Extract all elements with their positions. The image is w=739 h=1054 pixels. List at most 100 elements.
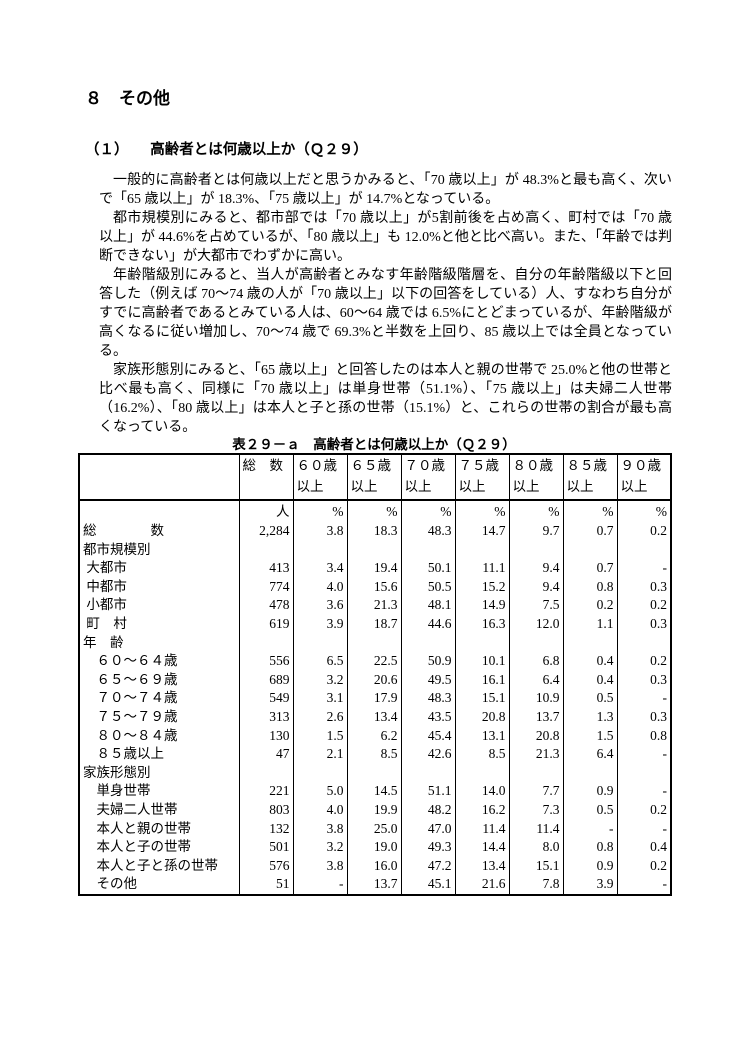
value-cell: 0.3 — [616, 707, 671, 727]
row-label-cell: 大都市 — [78, 559, 239, 578]
value-cell: 48.1 — [400, 596, 455, 615]
value-cell: 0.8 — [562, 838, 617, 857]
value-cell: - — [616, 689, 671, 708]
value-cell: 8.0 — [508, 838, 563, 857]
value-cell: 0.4 — [616, 838, 671, 857]
table-row: 本人と子と孫の世帯 576 3.8 16.0 47.2 13.4 15.1 0.9 0.2 — [78, 856, 671, 876]
value-cell: 576 — [238, 856, 293, 876]
value-cell: 0.8 — [562, 577, 617, 597]
table-row: 単身世帯 221 5.0 14.5 51.1 14.0 7.7 0.9- — [78, 782, 671, 801]
value-cell: 44.6 — [400, 614, 455, 634]
value-cell: 49.3 — [400, 838, 455, 857]
table-group-row: 年 齢 — [78, 633, 671, 653]
value-cell: 549 — [238, 689, 293, 708]
value-cell: 130 — [238, 726, 293, 746]
table-row: その他 51-13.7 45.1 21.6 7.8 3.9- — [78, 875, 671, 895]
row-label-cell: 年 齢 — [78, 633, 239, 653]
section-heading: ８ その他 — [85, 89, 170, 108]
value-cell — [616, 540, 671, 560]
value-cell: 16.3 — [454, 614, 509, 634]
value-cell — [292, 633, 347, 653]
value-cell: 48.3 — [400, 522, 455, 541]
value-cell: 0.3 — [616, 670, 671, 690]
table-row: 町 村 619 3.9 18.7 44.6 16.3 12.0 1.1 0.3 — [78, 614, 671, 634]
value-cell: 3.2 — [292, 838, 347, 857]
header-cell: ９０歳 以上 — [616, 454, 671, 501]
value-cell: 2,284 — [238, 522, 293, 541]
table-body: 総 数 2,284 3.8 18.3 48.3 14.7 9.7 0.7 0.2 都市規模別 大都… — [78, 522, 671, 895]
value-cell — [616, 763, 671, 783]
value-cell: 43.5 — [400, 707, 455, 727]
value-cell: 19.9 — [346, 800, 401, 820]
paragraph: 一般的に高齢者とは何歳以上だと思うかみると、「70 歳以上」が 48.3%と最も… — [99, 173, 672, 207]
table-row: 夫婦二人世帯 803 4.0 19.9 48.2 16.2 7.3 0.5 0.2 — [78, 800, 671, 820]
value-cell: 15.1 — [454, 689, 509, 708]
value-cell: 221 — [238, 782, 293, 801]
table-group-row: 都市規模別 — [78, 540, 671, 560]
row-label-cell: 夫婦二人世帯 — [78, 800, 239, 820]
value-cell: 13.4 — [346, 707, 401, 727]
value-cell: 0.9 — [562, 856, 617, 876]
value-cell — [562, 763, 617, 783]
value-cell: - — [616, 875, 671, 895]
unit-cell: % — [292, 500, 347, 522]
value-cell: 21.3 — [508, 745, 563, 764]
value-cell: 1.3 — [562, 707, 617, 727]
value-cell: 47 — [238, 745, 293, 764]
value-cell: 47.2 — [400, 856, 455, 876]
value-cell: 3.9 — [292, 614, 347, 634]
value-cell: 313 — [238, 707, 293, 727]
value-cell: 3.8 — [292, 856, 347, 876]
value-cell: - — [616, 559, 671, 578]
header-cell-rowlabel — [78, 454, 239, 501]
value-cell: 48.2 — [400, 800, 455, 820]
value-cell: 14.4 — [454, 838, 509, 857]
value-cell — [508, 763, 563, 783]
unit-cell: % — [508, 500, 563, 522]
value-cell — [238, 540, 293, 560]
header-cell: ７０歳 以上 — [400, 454, 455, 501]
row-label-cell: 本人と子の世帯 — [78, 838, 239, 857]
value-cell: 14.5 — [346, 782, 401, 801]
value-cell: 20.6 — [346, 670, 401, 690]
paragraph: 年齢階級別にみると、当人が高齢者とみなす年齢階級階層を、自分の年齢階級以下と回答… — [99, 268, 672, 359]
row-label-cell: 総 数 — [78, 522, 239, 541]
value-cell: 9.4 — [508, 559, 563, 578]
table-row: 本人と親の世帯 132 3.8 25.0 47.0 11.4 11.4- - — [78, 819, 671, 839]
unit-cell: % — [346, 500, 401, 522]
value-cell: 0.2 — [616, 596, 671, 615]
row-label-cell: 単身世帯 — [78, 782, 239, 801]
value-cell: - — [616, 782, 671, 801]
value-cell: 0.2 — [616, 800, 671, 820]
value-cell: 0.3 — [616, 614, 671, 634]
value-cell — [454, 763, 509, 783]
value-cell: 6.2 — [346, 726, 401, 746]
row-label-cell: 町 村 — [78, 614, 239, 634]
value-cell: 42.6 — [400, 745, 455, 764]
header-cell: ８５歳 以上 — [562, 454, 617, 501]
value-cell: 16.2 — [454, 800, 509, 820]
paragraph: 都市規模別にみると、都市部では「70 歳以上」が5割前後を占め高く、町村では「7… — [99, 211, 672, 264]
value-cell: 50.1 — [400, 559, 455, 578]
header-cell: ８０歳 以上 — [508, 454, 563, 501]
value-cell: 6.4 — [508, 670, 563, 690]
value-cell — [292, 763, 347, 783]
row-label-cell: 本人と子と孫の世帯 — [78, 856, 239, 876]
value-cell: 9.7 — [508, 522, 563, 541]
row-label-cell: ６５〜６９歳 — [78, 670, 239, 690]
value-cell: 3.8 — [292, 819, 347, 839]
value-cell: 47.0 — [400, 819, 455, 839]
value-cell: 0.4 — [562, 652, 617, 671]
table-row: ６５〜６９歳 689 3.2 20.6 49.5 16.1 6.4 0.4 0.3 — [78, 670, 671, 690]
value-cell: 13.7 — [346, 875, 401, 895]
row-label-cell: ８０〜８４歳 — [78, 726, 239, 746]
value-cell: 7.3 — [508, 800, 563, 820]
value-cell: 20.8 — [508, 726, 563, 746]
value-cell: 7.7 — [508, 782, 563, 801]
value-cell: 4.0 — [292, 800, 347, 820]
table-row: 大都市 413 3.4 19.4 50.1 11.1 9.4 0.7- — [78, 559, 671, 578]
table-row: ８５歳以上 47 2.1 8.5 42.6 8.5 21.3 6.4- — [78, 745, 671, 764]
value-cell: 0.2 — [616, 652, 671, 671]
value-cell: 3.9 — [562, 875, 617, 895]
